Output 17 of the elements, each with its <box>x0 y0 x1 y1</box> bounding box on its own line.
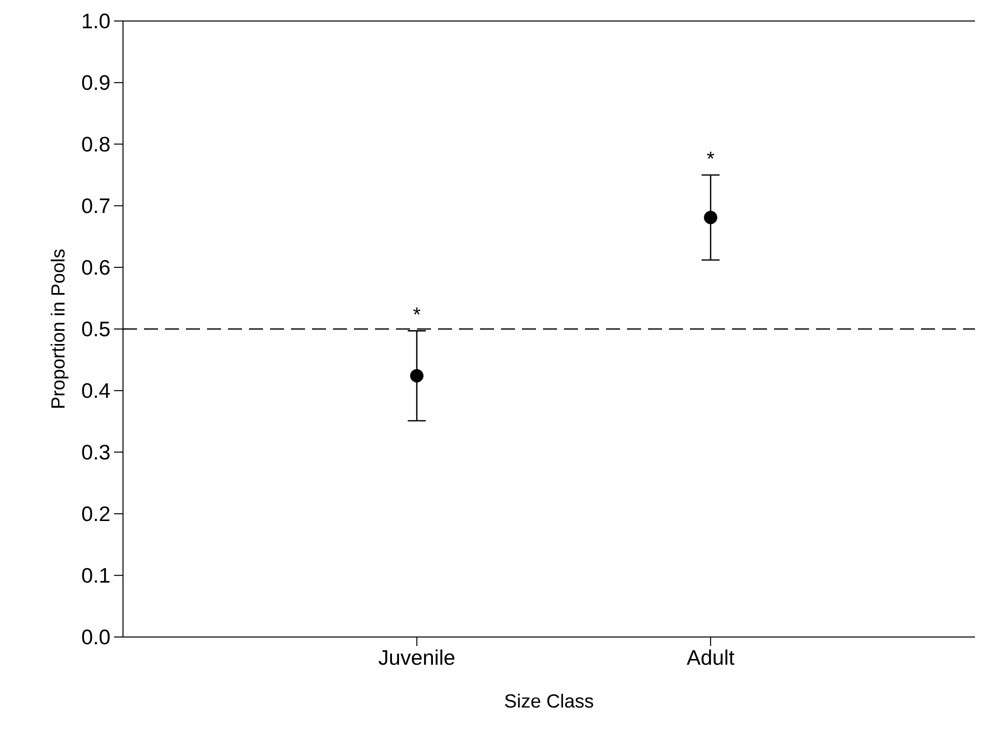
y-tick-label: 0.8 <box>82 136 110 152</box>
y-tick-label: 0.4 <box>82 383 110 398</box>
y-axis-title: Proportion in Pools <box>50 249 68 408</box>
x-tick-label: Adult <box>686 650 734 665</box>
y-tick-label: 0.9 <box>82 75 110 90</box>
y-tick-label: 0.1 <box>82 568 110 583</box>
annotation: * <box>707 152 714 159</box>
y-tick-label: 0.2 <box>82 506 110 522</box>
y-tick-label: 0.6 <box>82 260 110 275</box>
x-tick-label: Juvenile <box>378 650 454 665</box>
y-tick-label: 1.0 <box>82 14 110 28</box>
y-tick-label: 0.0 <box>82 630 110 644</box>
annotation: * <box>413 308 420 315</box>
x-axis-title: Size Class <box>504 694 594 708</box>
y-tick-label: 0.5 <box>82 322 110 336</box>
y-tick-label: 0.7 <box>82 198 110 214</box>
y-tick-label: 0.3 <box>82 444 110 460</box>
